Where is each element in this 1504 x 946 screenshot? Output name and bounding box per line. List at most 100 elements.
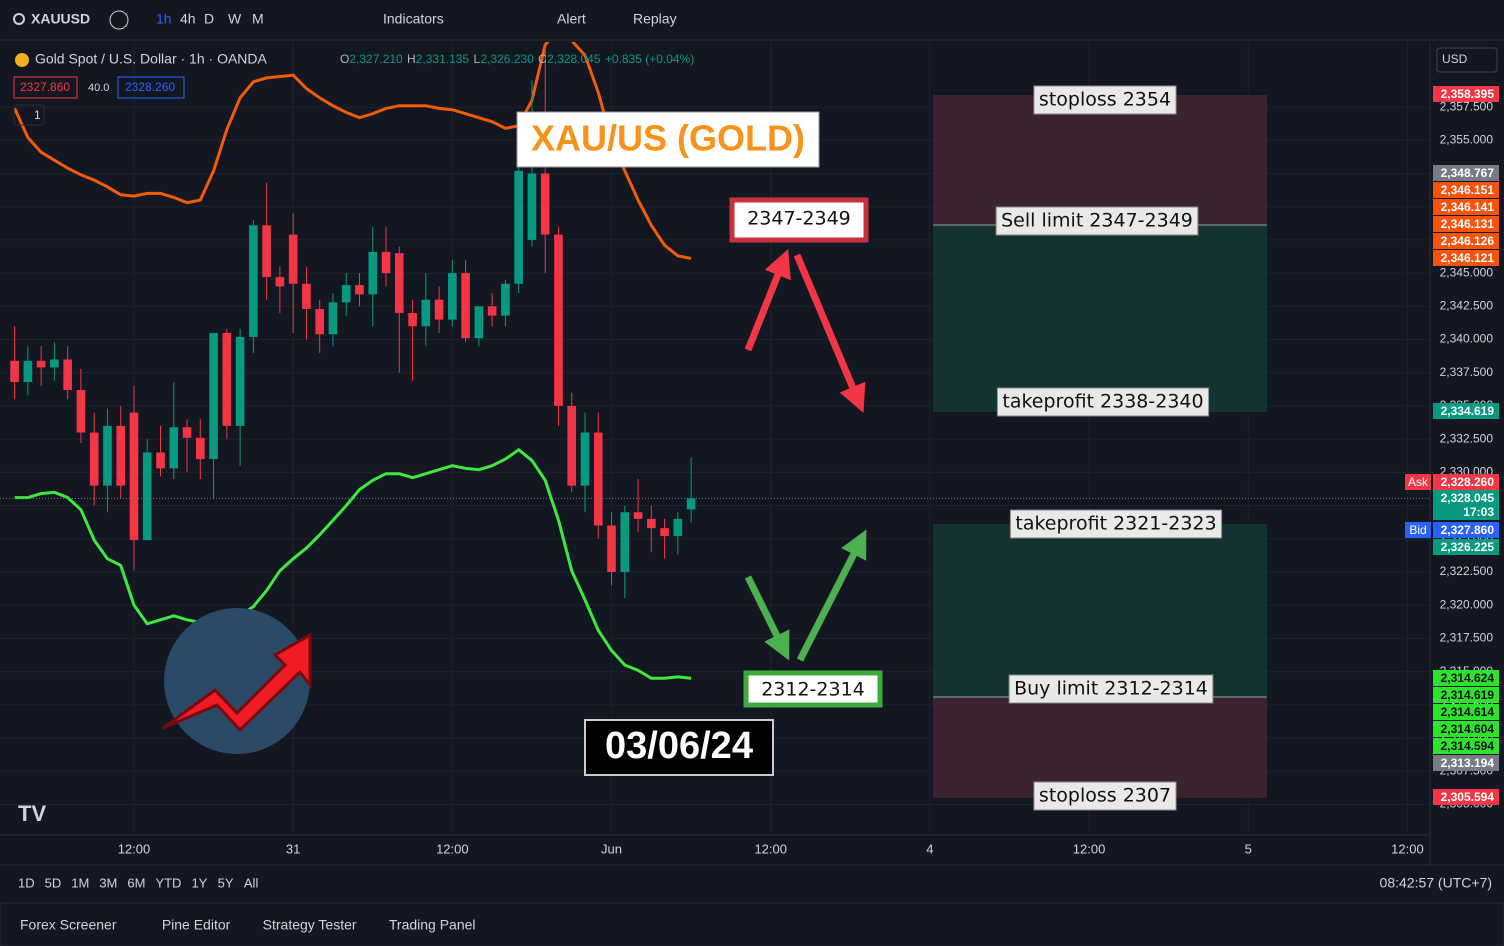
x-tick-label: 12:00 (118, 841, 151, 856)
candle-body (302, 283, 311, 309)
position-label-box (1033, 781, 1177, 811)
price-tag-label: 2,314.604 (1441, 722, 1495, 736)
range-button[interactable]: 1Y (191, 875, 207, 890)
price-tag-label: 2,305.594 (1441, 790, 1495, 804)
y-tick-label: 2,317.500 (1440, 631, 1494, 645)
sell-profit-zone (933, 225, 1267, 412)
y-tick-label: 2,340.000 (1440, 332, 1494, 346)
band-line (14, 447, 692, 680)
range-button[interactable]: YTD (155, 875, 181, 890)
price-tag-label: 2,346.126 (1441, 234, 1495, 248)
range-button[interactable]: 5Y (218, 875, 234, 890)
candle-body (288, 234, 298, 284)
symbol-icon (15, 53, 29, 67)
ohlc-key: C (538, 52, 547, 66)
ohlc-value: 2,326.230 (480, 52, 534, 66)
price-tag (1433, 490, 1499, 506)
arrow (793, 253, 866, 413)
alert-button[interactable]: Alert (557, 11, 586, 27)
range-button[interactable]: 6M (127, 875, 145, 890)
interval-button[interactable]: 4h (180, 11, 196, 27)
y-tick-label: 2,357.500 (1440, 99, 1494, 113)
price-tag-label: 2,314.614 (1441, 705, 1495, 719)
candle-body (408, 312, 417, 327)
toolbar (0, 0, 1504, 40)
band-line (13, 42, 692, 260)
add-symbol[interactable] (109, 10, 129, 30)
price-tag (1433, 789, 1499, 805)
position-label: takeprofit 2338-2340 (1002, 391, 1203, 413)
sell-price[interactable]: 2327.860 (20, 80, 70, 94)
buy-price[interactable]: 2328.260 (125, 80, 175, 94)
y-tick-label: 2,337.500 (1440, 365, 1494, 379)
range-button[interactable]: 1D (18, 875, 35, 890)
price-tag-label: 2,326.225 (1441, 540, 1495, 554)
candle-body (421, 299, 431, 327)
arrow (744, 575, 790, 661)
price-tag-label: 2,334.619 (1441, 404, 1495, 418)
candle-body (647, 518, 656, 529)
position-label: takeprofit 2321-2323 (1015, 513, 1216, 535)
price-tag (1433, 504, 1499, 520)
date-box (584, 719, 774, 776)
range-button[interactable]: 1M (71, 875, 89, 890)
candle-body (487, 306, 497, 316)
sell-box[interactable] (13, 76, 78, 99)
price-tag (1433, 755, 1499, 771)
candle-body (368, 251, 378, 295)
x-tick-label: 12:00 (1073, 841, 1106, 856)
candle-body (540, 173, 550, 235)
currency[interactable]: USD (1442, 52, 1468, 66)
bid-tag (1405, 522, 1431, 538)
panel-tab[interactable]: Pine Editor (162, 917, 231, 933)
panel-tab[interactable]: Trading Panel (389, 917, 476, 933)
interval-button[interactable]: 1h (156, 11, 172, 27)
range-button[interactable]: 5D (45, 875, 62, 890)
indicators-button[interactable]: Indicators (383, 11, 444, 27)
buy-zone-box (743, 670, 883, 708)
candle-body (567, 405, 577, 486)
indicator-count[interactable]: 1 (34, 108, 41, 122)
position-label-box (1033, 85, 1177, 115)
replay-button[interactable]: Replay (633, 11, 677, 27)
candle-body (10, 360, 19, 383)
sell-stop-zone (933, 95, 1267, 225)
y-tick-label: 2,345.000 (1440, 265, 1494, 279)
candle-body (275, 277, 285, 287)
price-tag (1433, 182, 1499, 198)
panel-tab[interactable]: Strategy Tester (263, 917, 357, 933)
legend-title: Gold Spot / U.S. Dollar · 1h · OANDA (35, 51, 268, 67)
currency-box[interactable] (1436, 47, 1498, 73)
price-tag (1433, 250, 1499, 266)
interval-button[interactable]: W (228, 11, 242, 27)
position-label: stoploss 2307 (1039, 785, 1171, 807)
interval-button[interactable]: M (252, 11, 264, 27)
panel-tab[interactable]: Forex Screener (20, 917, 117, 933)
price-tag-label: 2,314.619 (1441, 688, 1495, 702)
ohlc-value: 2,331.135 (416, 52, 470, 66)
price-tag-label: 2,346.121 (1441, 251, 1495, 265)
indicator-toggle[interactable] (13, 104, 45, 126)
clock: 08:42:57 (UTC+7) (1380, 875, 1492, 891)
price-tag-label: 2,346.151 (1441, 183, 1495, 197)
price-tag (1433, 86, 1499, 102)
interval-button[interactable]: D (204, 11, 214, 27)
date: 03/06/24 (605, 725, 753, 767)
buy-box[interactable] (117, 76, 185, 99)
sell-zone: 2347-2349 (747, 208, 851, 230)
candle-body (501, 283, 510, 316)
x-tick-label: 31 (286, 841, 300, 856)
price-tag-label: 2,346.141 (1441, 200, 1495, 214)
logo-arrow (162, 632, 312, 733)
y-tick-label: 2,332.500 (1440, 431, 1494, 445)
range-button[interactable]: 3M (99, 875, 117, 890)
candle-body (633, 512, 643, 519)
y-tick-label: 2,320.000 (1440, 597, 1494, 611)
price-tag-label: 2,346.131 (1441, 217, 1495, 231)
range-button[interactable]: All (244, 875, 259, 890)
x-tick-label: 12:00 (754, 841, 787, 856)
search-icon[interactable] (13, 13, 25, 25)
candle-body (474, 306, 484, 339)
symbol[interactable]: XAUUSD (31, 11, 90, 27)
candle-body (76, 390, 86, 433)
